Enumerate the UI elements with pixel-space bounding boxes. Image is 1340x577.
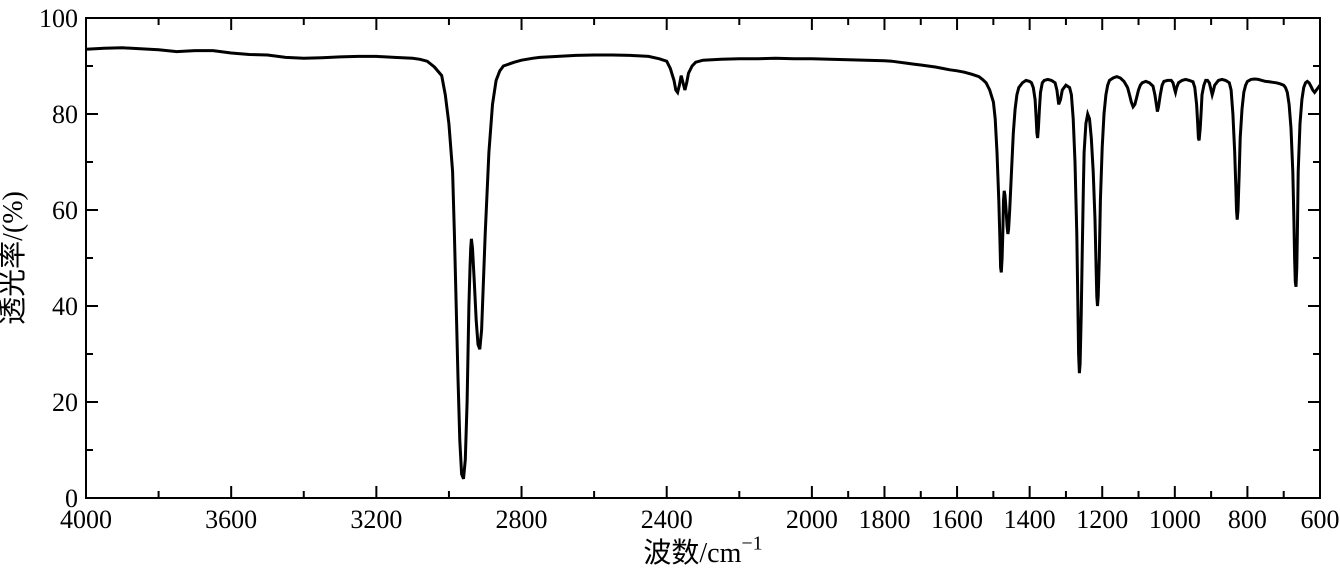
y-axis-tick-labels: 0 20 40 60 80 100	[39, 4, 78, 513]
x-axis-tick-labels: 4000360032002800240020001800160014001200…	[60, 505, 1340, 534]
x-tick-label: 1800	[858, 505, 910, 534]
x-tick-label: 1200	[1076, 505, 1128, 534]
x-axis-title: 波数/cm−1	[643, 532, 762, 569]
x-tick-label: 3200	[350, 505, 402, 534]
plot-border	[86, 18, 1320, 498]
ir-spectrum-chart: 4000360032002800240020001800160014001200…	[0, 0, 1340, 577]
chart-svg: 4000360032002800240020001800160014001200…	[0, 0, 1340, 577]
y-tick-label: 60	[52, 196, 78, 225]
x-tick-label: 2000	[786, 505, 838, 534]
x-tick-label: 800	[1228, 505, 1267, 534]
y-tick-label: 0	[65, 484, 78, 513]
x-axis-ticks	[86, 18, 1320, 498]
x-tick-label: 600	[1301, 505, 1340, 534]
y-tick-label: 100	[39, 4, 78, 33]
y-axis-title: 透光率/(%)	[0, 191, 29, 325]
x-tick-label: 1400	[1004, 505, 1056, 534]
y-tick-label: 80	[52, 100, 78, 129]
x-tick-label: 3600	[205, 505, 257, 534]
x-tick-label: 1000	[1149, 505, 1201, 534]
spectrum-line	[86, 48, 1320, 479]
x-tick-label: 2800	[496, 505, 548, 534]
y-tick-label: 20	[52, 388, 78, 417]
y-tick-label: 40	[52, 292, 78, 321]
x-tick-label: 1600	[931, 505, 983, 534]
y-axis-ticks	[86, 18, 1320, 498]
x-tick-label: 2400	[641, 505, 693, 534]
